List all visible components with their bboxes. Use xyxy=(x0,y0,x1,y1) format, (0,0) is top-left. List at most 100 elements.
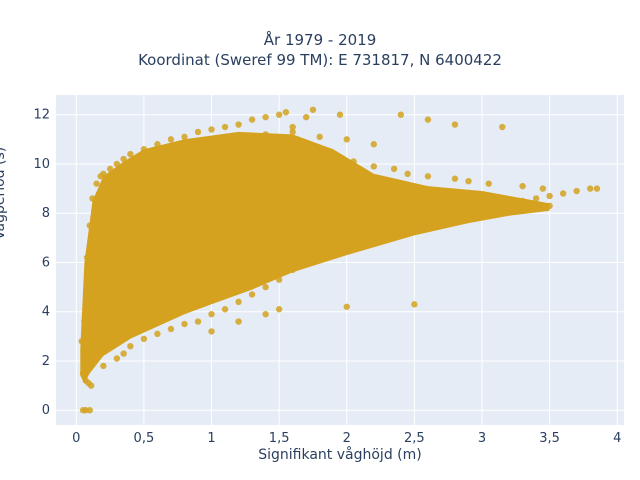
data-point xyxy=(154,158,161,165)
data-point xyxy=(384,227,391,234)
data-point xyxy=(86,407,94,414)
data-point xyxy=(424,116,432,123)
data-point xyxy=(451,121,459,128)
data-point xyxy=(194,128,202,136)
data-point xyxy=(343,242,350,249)
data-point xyxy=(120,155,127,163)
data-point xyxy=(485,180,492,187)
data-point xyxy=(424,192,432,200)
data-point xyxy=(505,202,513,210)
data-point xyxy=(282,109,290,116)
data-point xyxy=(100,362,107,370)
data-point xyxy=(86,222,94,229)
data-point xyxy=(323,153,330,160)
data-point xyxy=(140,259,148,266)
data-point xyxy=(302,113,310,121)
data-point xyxy=(302,259,310,266)
x-tick-label: 2 xyxy=(343,431,351,446)
data-point xyxy=(81,318,88,325)
data-point xyxy=(316,185,323,192)
data-point xyxy=(404,170,411,178)
data-point xyxy=(370,232,378,239)
data-point xyxy=(343,182,350,190)
data-point xyxy=(221,123,229,131)
y-tick-label: 10 xyxy=(33,157,50,172)
data-point xyxy=(113,160,121,168)
data-point xyxy=(208,126,215,133)
data-point xyxy=(546,202,553,210)
data-point xyxy=(336,111,344,118)
y-tick-label: 0 xyxy=(42,403,50,418)
data-point xyxy=(309,106,317,113)
data-point xyxy=(89,308,96,315)
x-tick-label: 3,5 xyxy=(539,431,560,446)
data-point xyxy=(221,136,229,143)
data-point xyxy=(532,195,540,202)
data-point xyxy=(248,291,256,298)
data-point xyxy=(181,234,188,242)
data-point xyxy=(140,145,148,153)
data-point xyxy=(120,197,127,205)
data-point xyxy=(100,222,107,229)
data-point xyxy=(154,141,161,148)
data-point xyxy=(275,111,283,118)
data-point xyxy=(140,207,148,214)
y-axis-ticks: 0 2 4 6 8 10 12 xyxy=(33,108,50,419)
data-point xyxy=(93,180,100,187)
data-point xyxy=(140,168,148,175)
data-point xyxy=(275,276,283,283)
data-point xyxy=(78,338,85,345)
data-point xyxy=(113,355,121,362)
data-point xyxy=(411,301,418,308)
data-point xyxy=(154,246,161,254)
x-tick-label: 0,5 xyxy=(134,431,155,446)
data-point xyxy=(127,342,134,350)
data-point xyxy=(248,148,256,155)
data-point xyxy=(262,131,269,138)
data-point xyxy=(586,185,594,192)
data-point xyxy=(113,214,121,222)
data-point xyxy=(357,234,364,242)
data-point xyxy=(289,123,296,131)
data-point xyxy=(221,210,229,217)
y-tick-label: 2 xyxy=(42,354,50,369)
data-point xyxy=(235,133,242,141)
data-point xyxy=(100,246,107,254)
data-point xyxy=(370,163,378,170)
data-point xyxy=(87,382,95,389)
data-point xyxy=(127,150,134,158)
data-point xyxy=(397,224,405,232)
data-point xyxy=(154,330,161,338)
data-point xyxy=(86,271,94,278)
data-points xyxy=(78,106,601,414)
y-axis-label: Vågperiod (s) xyxy=(0,146,8,240)
point-cloud-band xyxy=(80,131,550,384)
data-point xyxy=(167,325,175,333)
data-point xyxy=(370,141,378,148)
data-point xyxy=(370,185,378,192)
data-point xyxy=(140,335,148,343)
data-point xyxy=(127,205,134,212)
data-point xyxy=(235,121,242,128)
data-point xyxy=(181,148,188,155)
data-point xyxy=(248,197,256,205)
data-point xyxy=(451,212,459,219)
data-point xyxy=(235,318,242,325)
data-point xyxy=(221,306,229,313)
data-point xyxy=(411,219,418,227)
data-point xyxy=(519,200,526,207)
data-point xyxy=(167,136,175,143)
data-point xyxy=(539,185,547,192)
data-point xyxy=(113,210,121,217)
data-point xyxy=(262,283,269,291)
data-point xyxy=(89,195,96,202)
data-point xyxy=(106,229,114,237)
data-point xyxy=(357,173,364,180)
x-axis-label: Signifikant våghöjd (m) xyxy=(258,447,422,463)
data-point xyxy=(86,347,94,355)
data-point xyxy=(465,177,472,185)
data-point xyxy=(438,214,445,222)
data-point xyxy=(194,143,202,150)
data-point xyxy=(235,298,242,306)
data-point xyxy=(330,249,337,256)
